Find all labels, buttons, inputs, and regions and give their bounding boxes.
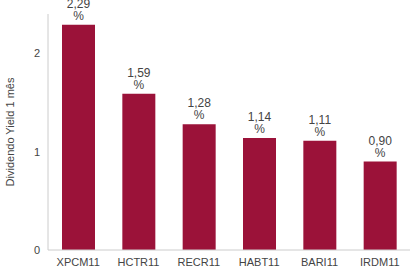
svg-text:IRDM11: IRDM11 xyxy=(360,256,400,268)
svg-text:1,11%: 1,11% xyxy=(309,113,332,139)
svg-text:BARI11: BARI11 xyxy=(301,256,338,268)
svg-text:HABT11: HABT11 xyxy=(239,256,280,268)
svg-text:XPCM11: XPCM11 xyxy=(57,256,100,268)
svg-text:1: 1 xyxy=(34,146,40,158)
svg-text:Dividendo Yield 1 mês: Dividendo Yield 1 mês xyxy=(8,77,16,186)
svg-text:RECR11: RECR11 xyxy=(178,256,221,268)
svg-text:2: 2 xyxy=(34,47,40,59)
svg-text:1,28%: 1,28% xyxy=(187,96,211,122)
svg-text:0,90%: 0,90% xyxy=(368,134,392,160)
svg-text:HCTR11: HCTR11 xyxy=(118,256,160,268)
svg-text:0: 0 xyxy=(34,244,40,256)
svg-text:1,59%: 1,59% xyxy=(127,66,151,92)
svg-text:2,29%: 2,29% xyxy=(67,0,91,23)
svg-text:1,14%: 1,14% xyxy=(248,110,272,136)
